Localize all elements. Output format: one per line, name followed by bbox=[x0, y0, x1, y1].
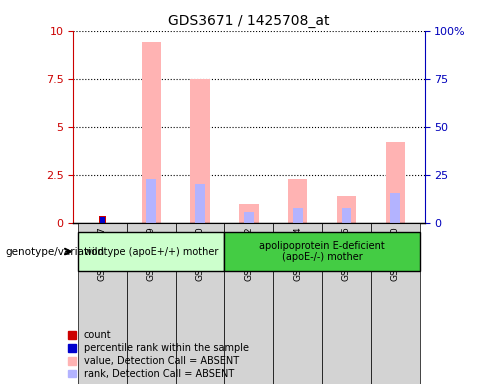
Bar bbox=[142, 42, 161, 223]
Title: GDS3671 / 1425708_at: GDS3671 / 1425708_at bbox=[168, 14, 329, 28]
Text: GSM142376: GSM142376 bbox=[342, 227, 351, 281]
Bar bbox=[224, 223, 273, 384]
Text: wildtype (apoE+/+) mother: wildtype (apoE+/+) mother bbox=[84, 247, 219, 257]
Bar bbox=[195, 184, 205, 223]
Text: apolipoprotein E-deficient
(apoE-/-) mother: apolipoprotein E-deficient (apoE-/-) mot… bbox=[259, 241, 385, 262]
Bar bbox=[390, 193, 400, 223]
Bar bbox=[78, 223, 127, 384]
Text: genotype/variation: genotype/variation bbox=[5, 247, 104, 257]
Bar bbox=[386, 142, 405, 223]
Bar bbox=[288, 179, 307, 223]
Text: GSM142367: GSM142367 bbox=[98, 227, 107, 281]
Bar bbox=[293, 208, 303, 223]
Bar bbox=[239, 204, 259, 223]
Text: GSM142380: GSM142380 bbox=[391, 227, 400, 281]
Bar bbox=[146, 179, 156, 223]
Bar bbox=[176, 223, 224, 384]
Bar bbox=[342, 208, 351, 223]
Bar bbox=[273, 223, 322, 384]
Bar bbox=[99, 216, 106, 223]
Text: GSM142374: GSM142374 bbox=[293, 227, 302, 281]
Text: GSM142370: GSM142370 bbox=[196, 227, 204, 281]
Bar bbox=[337, 196, 356, 223]
Text: GSM142372: GSM142372 bbox=[244, 227, 253, 281]
Bar bbox=[190, 79, 210, 223]
Bar bbox=[127, 223, 176, 384]
Bar bbox=[101, 217, 105, 223]
Bar bbox=[371, 223, 420, 384]
Bar bbox=[244, 212, 254, 223]
Bar bbox=[322, 223, 371, 384]
Legend: count, percentile rank within the sample, value, Detection Call = ABSENT, rank, : count, percentile rank within the sample… bbox=[68, 330, 249, 379]
Text: GSM142369: GSM142369 bbox=[147, 227, 156, 281]
